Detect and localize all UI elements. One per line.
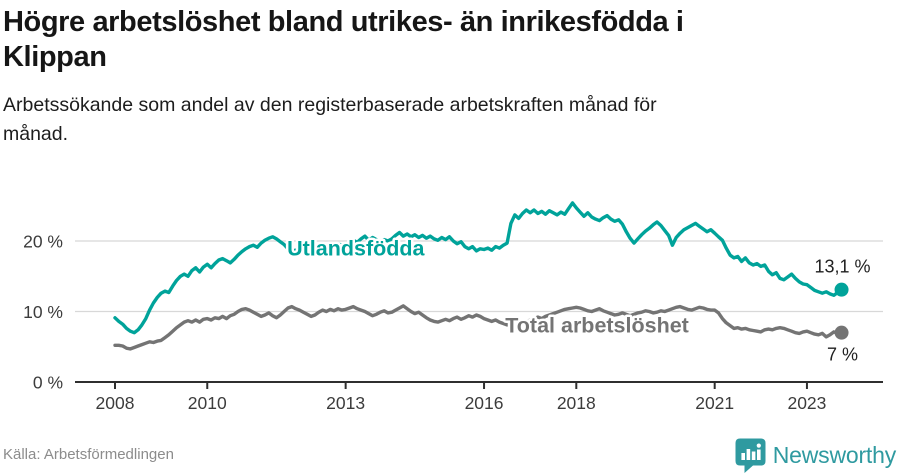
y-tick-label: 0 % — [33, 373, 63, 393]
chart-subtitle-line1: Arbetssökande som andel av den registerb… — [3, 94, 657, 116]
x-tick-label: 2021 — [695, 393, 734, 413]
newsworthy-badge-icon — [735, 438, 766, 473]
chart-title: Högre arbetslöshet bland utrikes- än inr… — [3, 5, 863, 76]
series-line-utlandsfodda — [113, 201, 844, 335]
source-note: Källa: Arbetsförmedlingen — [3, 446, 174, 463]
chart-title-line1: Högre arbetslöshet bland utrikes- än inr… — [3, 6, 684, 38]
x-tick-label: 2023 — [787, 393, 826, 413]
unemployment-line-chart: 0 % 10 % 20 % 2008 2010 2013 2016 2018 2021 2023 U… — [23, 201, 883, 413]
end-dot-utlandsfodda — [834, 282, 849, 297]
series-label-total: Total arbetslöshet — [505, 314, 689, 338]
x-tick-label: 2018 — [557, 393, 596, 413]
chart-subtitle: Arbetssökande som andel av den registerb… — [3, 91, 783, 150]
y-tick-label: 10 % — [23, 302, 63, 322]
y-tick-label: 20 % — [23, 232, 63, 252]
x-tick-label: 2016 — [465, 393, 504, 413]
chart-title-line2: Klippan — [3, 41, 107, 74]
x-tick-label: 2013 — [326, 393, 365, 413]
end-value-label-utlandsfodda: 13,1 % — [815, 257, 871, 277]
newsworthy-logo: Newsworthy — [735, 437, 896, 473]
series-line-total — [113, 304, 844, 351]
series-label-utlandsfodda: Utlandsfödda — [287, 237, 425, 261]
chart-subtitle-line2: månad. — [3, 123, 69, 146]
x-tick-label: 2010 — [188, 393, 227, 413]
newsworthy-wordmark: Newsworthy — [772, 441, 896, 468]
end-dot-total — [834, 325, 849, 340]
x-tick-label: 2008 — [96, 393, 135, 413]
end-value-label-total: 7 % — [827, 345, 858, 365]
